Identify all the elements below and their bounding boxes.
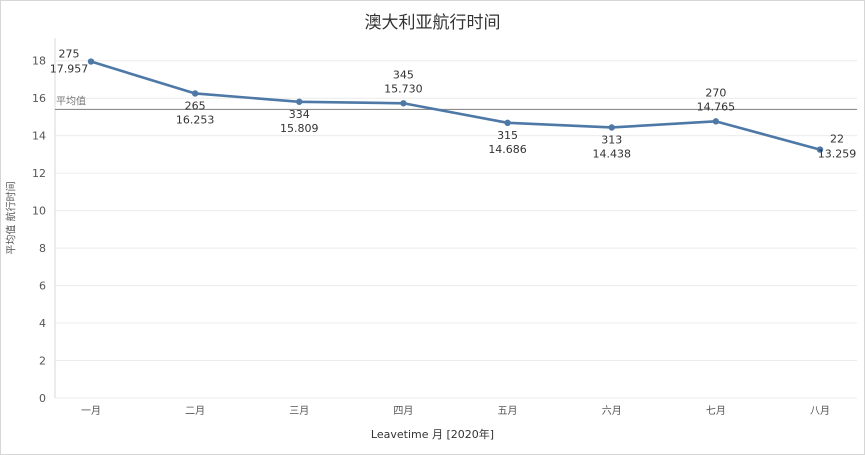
count-label: 315 [497,129,518,142]
value-label: 16.253 [176,113,215,126]
data-point [400,100,407,107]
y-tick-label: 16 [32,92,46,105]
series-group [87,58,824,153]
value-label: 17.957 [50,63,89,76]
value-label: 14.765 [697,100,736,113]
y-tick-label: 2 [39,355,46,368]
y-tick-label: 6 [39,280,46,293]
count-label: 334 [289,108,310,121]
value-label: 15.809 [280,122,319,135]
data-point [608,124,615,131]
value-label: 14.686 [488,143,527,156]
x-tick-label: 四月 [393,405,413,417]
y-tick-label: 10 [32,205,46,218]
value-label: 15.730 [384,82,423,95]
x-tick-label: 八月 [810,405,830,417]
count-label: 313 [601,133,622,146]
x-tick-label: 七月 [706,405,726,417]
gridlines [54,38,857,399]
x-tick-label: 三月 [289,405,309,417]
x-axis-label: Leavetime 月 [2020年] [370,428,495,441]
y-tick-label: 8 [39,242,46,255]
x-tick-label: 五月 [498,405,518,417]
x-tick-label: 二月 [185,405,205,417]
y-tick-label: 0 [39,392,46,405]
x-tick-label: 六月 [602,405,622,417]
count-label: 22 [830,133,844,146]
value-label: 13.259 [818,148,857,161]
data-point [816,146,824,153]
x-axis-ticks: 一月 二月 三月 四月 五月 六月 七月 八月 [81,405,830,417]
y-axis-ticks: 0 2 4 6 8 10 12 14 16 18 [32,55,46,405]
value-label: 14.438 [592,147,631,160]
count-label: 270 [705,86,726,99]
y-tick-label: 4 [39,317,46,330]
y-tick-label: 18 [32,55,46,68]
chart-title: 澳大利亚航行时间 [364,13,501,33]
data-point [296,98,303,105]
count-label: 275 [59,48,80,61]
data-point [504,119,511,127]
reference-line-group: 平均值 [55,94,857,111]
count-label: 345 [393,68,414,81]
reference-line-label: 平均值 [56,94,86,107]
data-point [87,58,95,65]
series-line [89,60,822,151]
count-label: 265 [185,99,206,112]
y-tick-label: 12 [32,167,46,180]
data-point [712,118,720,125]
x-tick-label: 一月 [81,405,101,417]
data-point [191,90,199,97]
y-tick-label: 14 [32,130,46,143]
